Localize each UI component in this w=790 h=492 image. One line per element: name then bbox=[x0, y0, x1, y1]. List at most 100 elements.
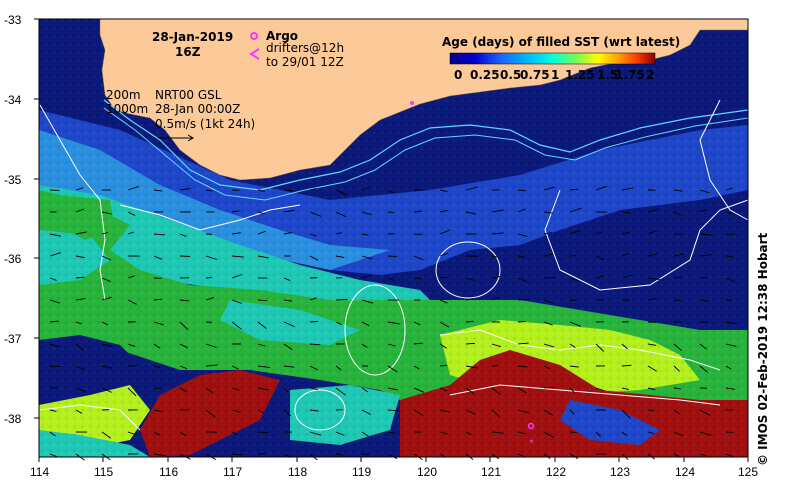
current-arrow bbox=[387, 189, 395, 194]
current-arrow bbox=[543, 343, 554, 348]
current-arrow bbox=[257, 365, 270, 368]
current-arrow bbox=[465, 320, 474, 323]
current-arrow bbox=[621, 431, 628, 437]
current-arrow bbox=[413, 409, 424, 417]
current-arrow bbox=[257, 230, 266, 235]
y-tick-label: -38 bbox=[4, 412, 22, 426]
drifter-marker[interactable]: * bbox=[529, 438, 534, 449]
argo-label: Argo bbox=[266, 29, 298, 43]
current-arrow bbox=[231, 321, 242, 330]
current-arrow bbox=[179, 343, 188, 349]
current-arrow bbox=[205, 409, 216, 418]
current-arrow bbox=[439, 321, 450, 328]
contour-east bbox=[544, 189, 749, 291]
current-arrow bbox=[517, 233, 528, 237]
current-arrow bbox=[569, 453, 579, 460]
colorbar-tick: 1 bbox=[551, 68, 559, 82]
current-arrow bbox=[465, 211, 477, 215]
scale-arrowhead bbox=[187, 134, 194, 142]
current-arrow bbox=[335, 211, 347, 218]
current-arrow bbox=[465, 186, 478, 191]
argo-float-marker-south[interactable] bbox=[527, 422, 535, 430]
drifters-label-1: drifters@12h bbox=[266, 41, 344, 55]
current-arrow bbox=[205, 255, 218, 260]
current-arrow bbox=[569, 299, 577, 301]
current-arrow bbox=[361, 321, 370, 327]
current-arrow bbox=[673, 387, 681, 390]
current-arrow bbox=[413, 255, 424, 261]
x-tick-label: 115 bbox=[94, 465, 113, 479]
argo-float-marker[interactable] bbox=[410, 101, 414, 105]
current-arrow bbox=[699, 431, 712, 436]
current-arrow bbox=[309, 365, 318, 371]
current-arrow bbox=[283, 387, 289, 393]
current-arrow bbox=[699, 276, 707, 279]
current-arrow bbox=[231, 453, 243, 456]
y-tick-label: -37 bbox=[4, 332, 22, 346]
current-arrow bbox=[153, 365, 161, 369]
current-arrow bbox=[257, 452, 267, 455]
colorbar-tick: 0.5 bbox=[500, 68, 521, 82]
contour-south-1 bbox=[439, 329, 721, 371]
current-arrow bbox=[647, 297, 658, 301]
current-arrow bbox=[517, 387, 527, 394]
current-arrow bbox=[309, 233, 317, 237]
contour-eddy-1 bbox=[435, 241, 501, 299]
current-arrow bbox=[335, 255, 345, 259]
x-tick-label: 124 bbox=[675, 465, 695, 479]
current-arrow bbox=[335, 387, 346, 396]
current-arrow bbox=[491, 255, 499, 258]
current-arrow bbox=[673, 343, 682, 352]
current-arrow bbox=[309, 211, 322, 217]
current-arrow bbox=[699, 343, 707, 350]
map-date: 28-Jan-2019 bbox=[152, 30, 233, 44]
current-arrow bbox=[517, 365, 528, 368]
drifter-icon bbox=[249, 48, 260, 60]
current-arrow bbox=[725, 387, 735, 390]
current-arrow bbox=[439, 276, 448, 279]
current-arrow bbox=[101, 431, 112, 439]
current-arrow bbox=[153, 431, 160, 436]
current-arrow bbox=[361, 255, 373, 260]
current-arrow bbox=[49, 431, 56, 437]
credit-text: © IMOS 02-Feb-2019 12:38 Hobart bbox=[756, 232, 770, 466]
current-arrow bbox=[231, 387, 240, 391]
current-arrow bbox=[205, 364, 218, 367]
current-arrow bbox=[699, 254, 712, 257]
current-arrow bbox=[413, 387, 425, 393]
map-time: 16Z bbox=[175, 45, 201, 59]
current-arrow bbox=[621, 274, 633, 279]
isobath-1000m bbox=[103, 107, 749, 201]
current-arrow bbox=[699, 208, 707, 213]
current-arrow bbox=[673, 253, 685, 257]
current-arrow bbox=[569, 431, 577, 434]
x-tick-label: 114 bbox=[30, 465, 49, 479]
contour-a bbox=[119, 204, 301, 231]
current-arrow bbox=[699, 189, 710, 194]
current-arrow bbox=[179, 321, 189, 331]
current-arrow bbox=[569, 409, 575, 415]
current-arrow bbox=[491, 343, 502, 348]
contour-west bbox=[39, 104, 106, 301]
current-arrow bbox=[387, 343, 396, 347]
current-arrow bbox=[517, 189, 526, 192]
current-arrow bbox=[75, 187, 84, 191]
current-arrow bbox=[153, 387, 162, 390]
current-arrow bbox=[283, 343, 293, 351]
current-arrow bbox=[179, 365, 188, 370]
colorbar: Age (days) of filled SST (wrt latest) 0 … bbox=[442, 35, 680, 82]
current-arrow bbox=[569, 277, 579, 282]
current-arrow bbox=[387, 277, 394, 281]
current-arrow bbox=[647, 431, 655, 435]
current-arrow bbox=[465, 342, 476, 345]
current-arrow bbox=[621, 211, 631, 214]
current-arrow bbox=[387, 409, 399, 412]
current-arrow bbox=[621, 387, 629, 391]
current-arrow bbox=[101, 211, 112, 215]
current-arrow bbox=[517, 453, 525, 458]
current-arrow bbox=[361, 274, 373, 279]
current-arrow bbox=[387, 321, 400, 325]
x-tick-label: 123 bbox=[610, 465, 630, 479]
current-arrow bbox=[205, 387, 213, 394]
current-arrow bbox=[621, 343, 628, 350]
